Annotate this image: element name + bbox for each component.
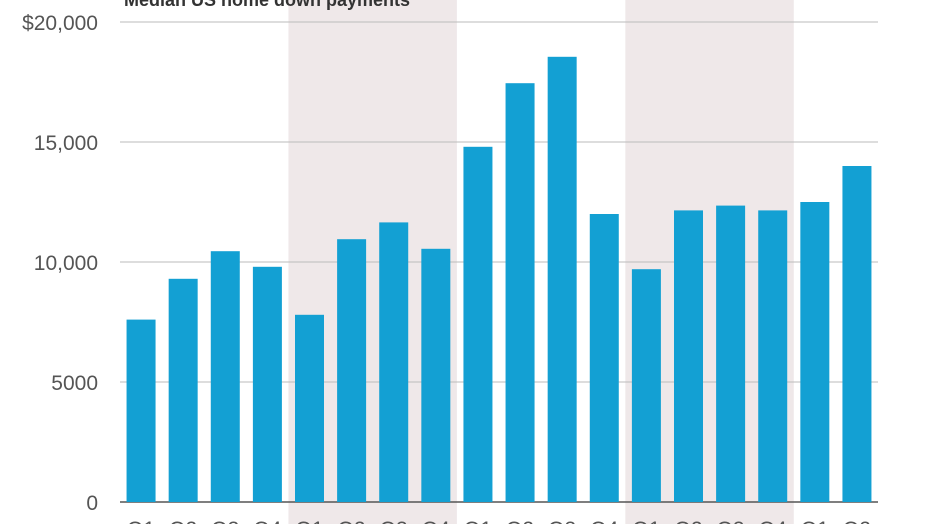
chart-title: Median US home down payments [124, 0, 410, 10]
x-tick-label: Q3 [380, 518, 408, 524]
y-tick-label: 10,000 [34, 252, 98, 275]
bar [379, 222, 409, 502]
x-tick-label: Q3 [717, 518, 745, 524]
bar [631, 269, 661, 502]
bar [168, 278, 198, 502]
bar [589, 214, 619, 502]
y-tick-label: 15,000 [34, 132, 98, 155]
gridlines [120, 21, 878, 503]
bar [337, 239, 367, 502]
x-tick-label: Q4 [590, 518, 618, 524]
x-tick-label: Q1 [295, 518, 323, 524]
x-tick-label: Q1 [632, 518, 660, 524]
bar [421, 248, 451, 502]
bar [210, 251, 240, 502]
x-tick-label: Q1 [127, 518, 155, 524]
y-axis-tick-labels: 0 5000 10,000 15,000 $20,000 [22, 12, 98, 515]
x-tick-label: Q1 [801, 518, 829, 524]
x-tick-label: Q2 [506, 518, 534, 524]
x-tick-label: Q2 [674, 518, 702, 524]
bar [758, 210, 788, 502]
x-tick-label: Q1 [464, 518, 492, 524]
x-tick-label: Q2 [338, 518, 366, 524]
x-tick-label: Q4 [422, 518, 450, 524]
bar [505, 83, 535, 502]
x-tick-label: Q4 [253, 518, 281, 524]
bar [842, 166, 872, 502]
bar [463, 146, 493, 503]
bar [547, 56, 577, 503]
y-tick-label: 5000 [51, 372, 98, 395]
bars [126, 56, 872, 503]
x-tick-label: Q3 [548, 518, 576, 524]
bar [126, 319, 156, 502]
x-tick-label: Q3 [211, 518, 239, 524]
bar [252, 266, 282, 502]
bar [800, 202, 830, 502]
bar [716, 205, 746, 502]
bar [295, 314, 324, 502]
x-axis-tick-labels: Q1 Q2 Q3 Q4 Q1 Q2 Q3 Q4 Q1 Q2 Q3 Q4 Q1 Q2 Q3 Q4 Q1 Q2 [127, 518, 871, 524]
y-tick-label: $20,000 [22, 12, 98, 35]
bar [674, 210, 703, 502]
x-tick-label: Q4 [759, 518, 787, 524]
x-tick-label: Q2 [169, 518, 197, 524]
x-tick-label: Q2 [843, 518, 871, 524]
y-tick-label: 0 [86, 492, 98, 515]
